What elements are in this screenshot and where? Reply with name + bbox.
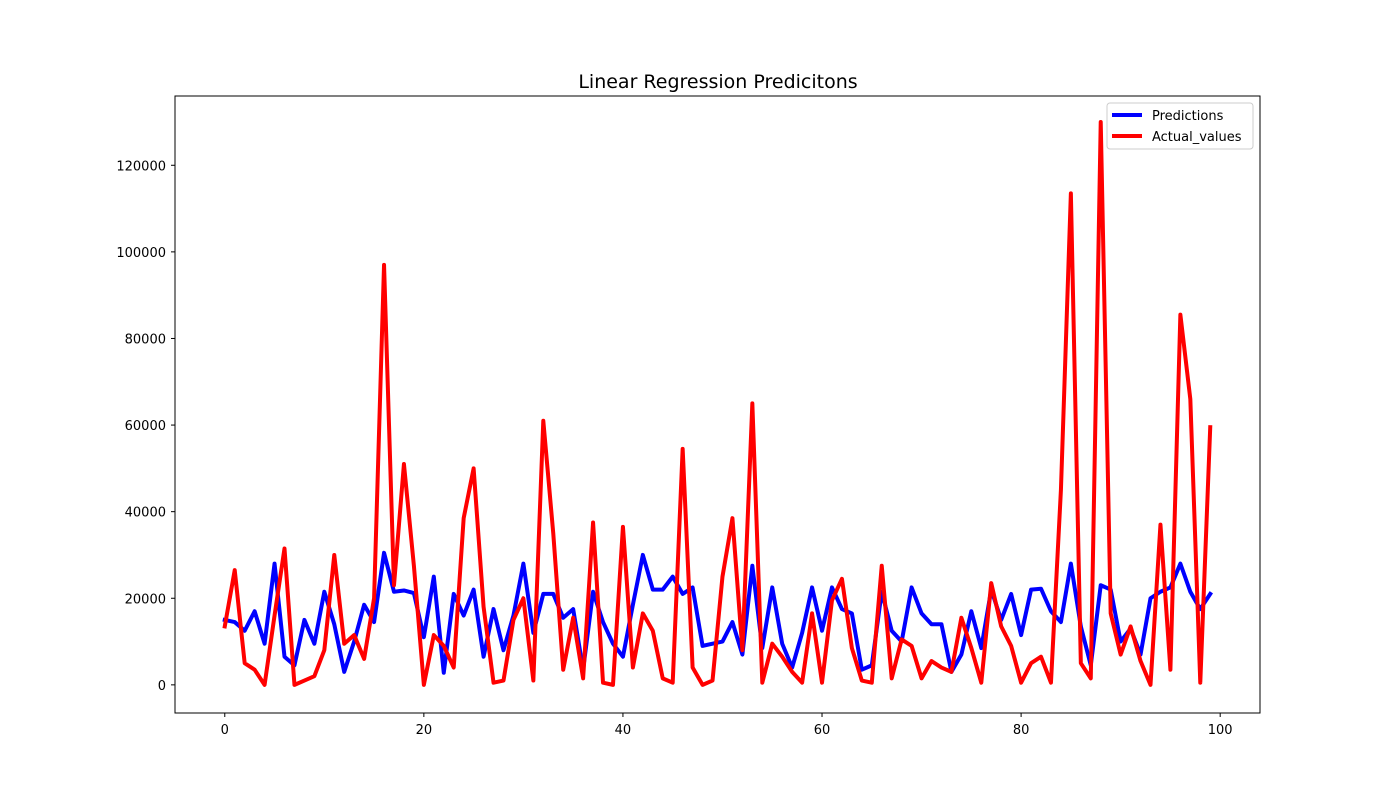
legend-box — [1106, 102, 1254, 150]
legend-label-1: Actual_values — [1152, 130, 1242, 145]
x-tick-label: 80 — [1013, 723, 1030, 738]
x-tick-label: 60 — [814, 723, 831, 738]
y-tick-label: 60000 — [125, 419, 166, 434]
x-tick-label: 20 — [416, 723, 433, 738]
y-tick-label: 0 — [158, 679, 166, 694]
plot-frame — [174, 95, 1261, 714]
y-axis: 0 20000 40000 60000 80000 100000 120000 — [116, 159, 175, 694]
legend-label-0: Predictions — [1152, 109, 1224, 124]
series-line-1 — [222, 119, 1213, 687]
legend: Predictions Actual_values — [1106, 102, 1254, 150]
y-tick-label: 20000 — [125, 592, 166, 607]
x-tick-label: 40 — [615, 723, 632, 738]
y-tick-label: 100000 — [116, 246, 166, 261]
x-tick-label: 0 — [221, 723, 229, 738]
plot-area — [222, 119, 1213, 687]
x-tick-label: 100 — [1208, 723, 1233, 738]
x-axis: 0 20 40 60 80 100 — [221, 713, 1233, 738]
y-tick-label: 40000 — [125, 506, 166, 521]
y-tick-label: 80000 — [125, 332, 166, 347]
y-tick-label: 120000 — [116, 159, 166, 174]
chart-title: Linear Regression Predicitons — [578, 71, 857, 93]
